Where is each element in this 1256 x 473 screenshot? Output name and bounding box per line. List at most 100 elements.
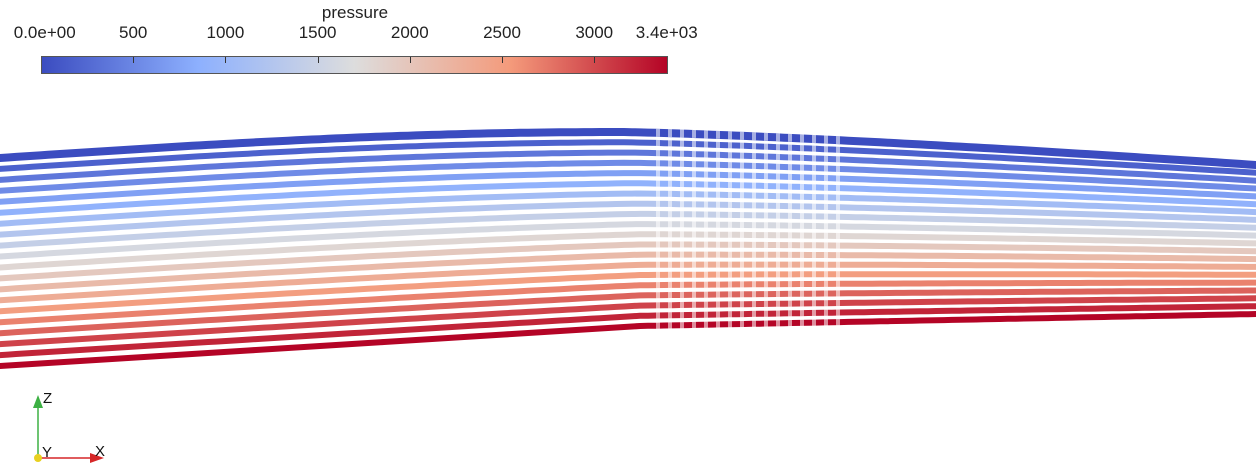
particle-gap	[704, 200, 708, 209]
particle-gap	[680, 129, 684, 138]
particle-gap	[680, 149, 684, 158]
particle-gap	[692, 290, 696, 299]
particle-gap	[764, 231, 768, 240]
particle-gap	[716, 180, 720, 189]
particle-gap	[752, 260, 756, 269]
particle-gap	[740, 131, 744, 140]
particle-gap	[668, 321, 672, 330]
particle-gap	[800, 231, 804, 240]
particle-gap	[656, 159, 660, 168]
particle-gap	[752, 191, 756, 200]
particle-gap	[776, 290, 780, 298]
particle-gap	[824, 260, 828, 269]
particle-gap	[692, 270, 696, 279]
particle-gap	[812, 135, 816, 143]
particle-gap	[776, 250, 780, 259]
particle-gap	[836, 212, 840, 221]
particle-gap	[752, 161, 756, 170]
particle-gap	[764, 270, 768, 279]
particle-gap	[824, 174, 828, 182]
particle-gap	[836, 184, 840, 192]
particle-gap	[776, 152, 780, 161]
colorbar-tick-label: 2000	[390, 23, 429, 42]
particle-gap	[788, 299, 792, 308]
particle-gap	[740, 221, 744, 229]
particle-gap	[740, 171, 744, 180]
particle-gap	[740, 240, 744, 249]
particle-gap	[788, 192, 792, 201]
particle-gap	[668, 189, 672, 198]
pressure-layer	[0, 231, 1256, 271]
particle-gap	[692, 210, 696, 219]
particle-gap	[704, 280, 708, 289]
particle-gap	[704, 230, 708, 239]
particle-gap	[740, 270, 744, 279]
particle-gap	[692, 260, 696, 269]
particle-gap	[704, 130, 708, 139]
particle-gap	[824, 193, 828, 202]
pressure-layer	[0, 128, 1256, 169]
particle-gap	[668, 291, 672, 300]
pressure-layer	[0, 311, 1256, 369]
particle-gap	[812, 289, 816, 298]
colorbar-tick	[409, 57, 411, 63]
particle-gap	[800, 221, 804, 230]
particle-gap	[728, 200, 732, 209]
particle-gap	[740, 290, 744, 299]
particle-gap	[836, 251, 840, 260]
particle-gap	[824, 318, 828, 327]
particle-gap	[728, 210, 732, 219]
particle-gap	[716, 210, 720, 219]
particle-gap	[692, 170, 696, 179]
particle-gap	[716, 220, 720, 229]
particle-gap	[728, 161, 732, 170]
particle-gap	[656, 291, 660, 300]
particle-gap	[812, 222, 816, 230]
particle-gap	[824, 222, 828, 231]
particle-gap	[656, 149, 660, 158]
particle-gap	[836, 155, 840, 164]
particle-gap	[812, 241, 816, 250]
particle-gap	[668, 149, 672, 158]
particle-gap	[692, 240, 696, 249]
particle-gap	[740, 320, 744, 329]
particle-gap	[812, 154, 816, 163]
particle-gap	[740, 141, 744, 150]
pressure-layer	[0, 139, 1256, 176]
x-axis-label: X	[95, 443, 106, 460]
pressure-layer	[0, 287, 1256, 337]
particle-gap	[716, 130, 720, 139]
particle-gap	[800, 163, 804, 172]
particle-gap	[740, 250, 744, 259]
particle-gap	[812, 212, 816, 221]
particle-gap	[812, 280, 816, 288]
pressure-layer	[0, 149, 1256, 184]
colorbar-tick	[225, 57, 227, 63]
particle-gap	[692, 220, 696, 229]
particle-gap	[728, 171, 732, 180]
particle-gap	[788, 250, 792, 259]
particle-gap	[740, 151, 744, 160]
particle-gap	[836, 231, 840, 240]
particle-gap	[668, 139, 672, 148]
particle-gap	[752, 250, 756, 259]
pressure-layer	[0, 241, 1256, 282]
particle-gap	[656, 220, 660, 229]
particle-gap	[752, 142, 756, 151]
particle-gap	[788, 163, 792, 172]
particle-gap	[704, 180, 708, 189]
particle-gap	[824, 308, 828, 317]
particle-gap	[740, 181, 744, 190]
particle-gap	[692, 129, 696, 138]
particle-gap	[812, 202, 816, 211]
particle-gap	[728, 250, 732, 259]
pressure-layer	[0, 221, 1256, 260]
particle-gap	[812, 270, 816, 279]
particle-gap	[680, 200, 684, 209]
particle-gap	[764, 250, 768, 259]
particle-gap	[752, 319, 756, 328]
particle-gap	[680, 280, 684, 289]
particle-gap	[716, 290, 720, 299]
